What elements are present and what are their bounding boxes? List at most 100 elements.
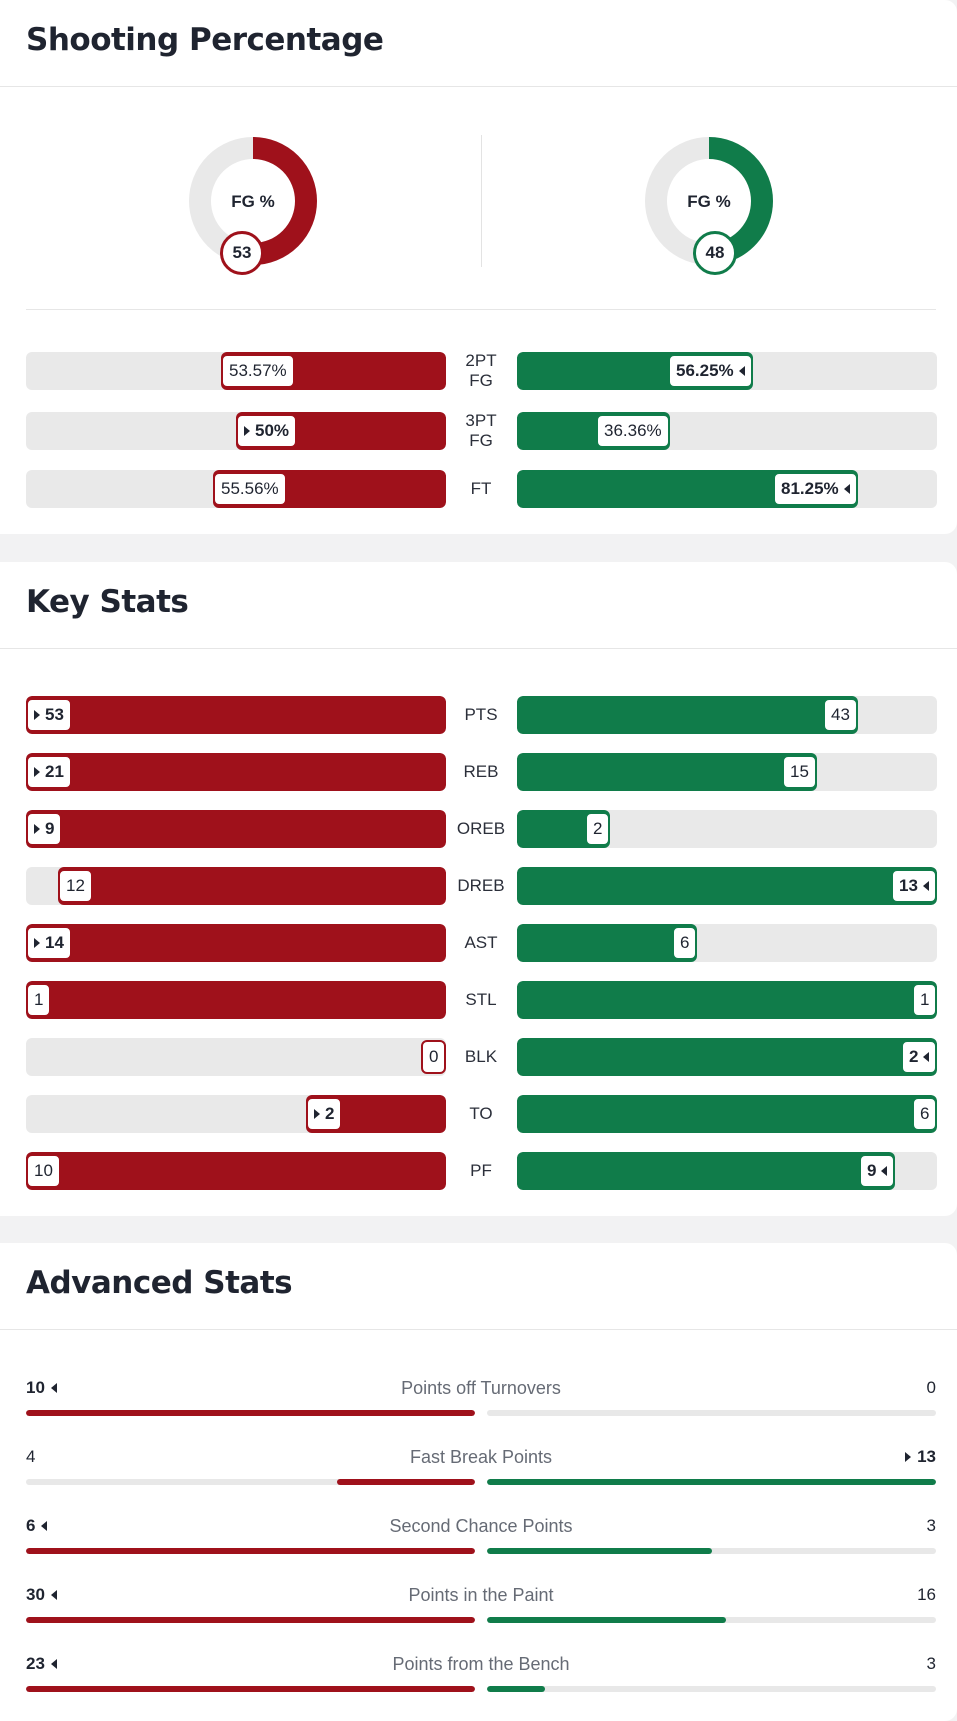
leader-arrow-icon [50,1590,57,1600]
team-a-adv-value: 4 [26,1447,35,1467]
leader-arrow-icon [50,1659,57,1669]
team-b-value: 6 [680,933,690,952]
team-b-value: 43 [831,705,850,724]
divider [0,1329,957,1330]
team-b-value: 1 [920,990,930,1009]
team-a-bar-fill [26,924,446,962]
team-a-adv-fill [26,1548,475,1554]
team-a-adv-fill [26,1410,475,1416]
leader-arrow-icon [905,1452,912,1462]
leader-arrow-icon [843,484,850,494]
team-b-bar-track: 36.36% [517,412,937,450]
team-b-adv-track [487,1479,936,1485]
leader-arrow-icon [34,767,40,777]
team-b-bar-track: 13 [517,867,937,905]
team-a-value-pill: 50% [236,414,298,448]
shooting-percentage-title: Shooting Percentage [26,22,384,58]
team-b-bar-track: 81.25% [517,470,937,508]
team-b-value-pill: 81.25% [773,472,858,506]
team-b-value-pill: 15 [782,755,817,789]
team-a-adv-number: 23 [26,1654,45,1673]
team-a-adv-fill [26,1617,475,1623]
leader-arrow-icon [41,1521,48,1531]
stat-label: AST [464,933,498,952]
team-a-bar-track: 21 [26,753,446,791]
team-b-adv-number: 13 [917,1447,936,1466]
team-b-bar-track: 43 [517,696,937,734]
team-b-value-pill: 13 [891,869,937,903]
team-a-adv-track [26,1548,475,1554]
team-b-adv-track [487,1686,936,1692]
team-b-adv-track [487,1617,936,1623]
team-b-adv-value: 3 [927,1516,936,1536]
team-a-bar-track: 53.57% [26,352,446,390]
team-a-value-pill: 14 [26,926,72,960]
team-a-value-pill: 21 [26,755,72,789]
team-b-adv-number: 0 [926,1378,936,1397]
team-b-adv-number: 3 [926,1516,936,1535]
team-a-bar-track: 14 [26,924,446,962]
team-b-adv-number: 16 [917,1585,936,1604]
team-b-bar-track: 1 [517,981,937,1019]
team-b-value-pill: 43 [823,698,858,732]
team-a-fg-label: FG % [231,192,275,211]
team-a-value-pill: 12 [58,869,93,903]
advanced-stat-row: 30 Points in the Paint 16 [26,1585,936,1635]
team-a-bar-track: 2 [26,1095,446,1133]
team-a-bar-fill [26,810,446,848]
leader-arrow-icon [34,824,40,834]
team-a-value: 0 [429,1047,439,1066]
team-a-bar-track: 50% [26,412,446,450]
team-a-value-pill: 2 [306,1097,343,1131]
team-a-value-pill: 53 [26,698,72,732]
stat-label: REB [463,762,499,781]
team-a-value-pill: 53.57% [221,354,295,388]
stat-label: PF [470,1161,492,1180]
team-a-value: 50% [255,421,290,440]
advanced-stat-row: 10 Points off Turnovers 0 [26,1378,936,1428]
team-b-value-pill: 36.36% [596,414,670,448]
team-b-value: 13 [899,876,918,895]
team-b-value: 6 [920,1104,930,1123]
shooting-percentage-card: Shooting Percentage FG % 53 FG % 48 53.5… [0,0,957,534]
team-b-bar-fill [517,696,858,734]
team-a-adv-fill [26,1686,475,1692]
team-b-adv-fill [487,1479,936,1485]
team-a-value-pill: 1 [26,983,52,1017]
leader-arrow-icon [244,426,250,436]
team-a-value: 55.56% [221,479,279,498]
team-b-value: 56.25% [676,361,734,380]
divider [0,648,957,649]
divider [26,309,936,310]
team-b-bar-track: 2 [517,810,937,848]
leader-arrow-icon [738,366,745,376]
team-b-adv-track [487,1548,936,1554]
team-a-bar-track: 53 [26,696,446,734]
team-b-value: 2 [593,819,603,838]
team-b-bar-fill [517,981,937,1019]
team-a-adv-track [26,1617,475,1623]
team-a-adv-value: 6 [26,1516,48,1536]
team-a-value: 10 [34,1161,53,1180]
advanced-stats-title: Advanced Stats [26,1265,293,1301]
team-b-value-pill: 6 [912,1097,937,1131]
team-a-bar-fill [26,1152,446,1190]
team-a-adv-number: 10 [26,1378,45,1397]
leader-arrow-icon [50,1383,57,1393]
team-b-value-pill: 2 [901,1040,937,1074]
team-b-bar-track: 56.25% [517,352,937,390]
advanced-stat-row: 6 Second Chance Points 3 [26,1516,936,1566]
stat-label-line2: FG [469,431,493,450]
team-a-adv-value: 10 [26,1378,57,1398]
team-b-fg-label: FG % [687,192,731,211]
advanced-stat-label: Second Chance Points [389,1516,573,1536]
advanced-stat-label: Points off Turnovers [401,1378,561,1398]
team-a-value: 12 [66,876,85,895]
team-a-value-pill: 55.56% [213,472,287,506]
team-a-value-pill: 10 [26,1154,61,1188]
team-a-value-pill: 0 [421,1040,446,1074]
team-a-adv-value: 23 [26,1654,57,1674]
advanced-stat-row: 23 Points from the Bench 3 [26,1654,936,1704]
team-a-bar-track: 10 [26,1152,446,1190]
team-b-value-pill: 56.25% [668,354,753,388]
